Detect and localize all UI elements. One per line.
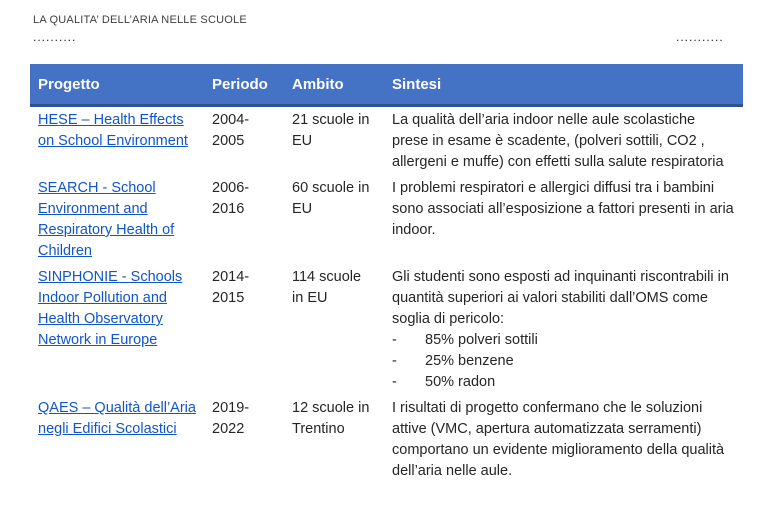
column-header-period: Periodo: [204, 64, 284, 107]
scope-cell: 60 scuole in EU: [292, 180, 370, 217]
project-link-search[interactable]: SEARCH - School Environment and Respirat…: [38, 180, 175, 259]
pollutant-list: -85% polveri sottili -25% benzene -50% r…: [392, 330, 735, 393]
period-cell: 2019-2022: [212, 400, 250, 437]
project-link-hese[interactable]: HESE – Health Effects on School Environm…: [38, 112, 188, 149]
column-header-project: Progetto: [30, 64, 204, 107]
period-cell: 2004-2005: [212, 112, 250, 149]
project-cell: HESE – Health Effects on School Environm…: [30, 106, 204, 176]
summary-text: Gli studenti sono esposti ad inquinanti …: [392, 269, 729, 327]
column-header-scope: Ambito: [284, 64, 384, 107]
scope-cell: 21 scuole in EU: [292, 112, 370, 149]
table-row: QAES – Qualità dell’Aria negli Edifici S…: [30, 395, 743, 484]
summary-cell: La qualità dell’aria indoor nelle aule s…: [392, 112, 724, 170]
dotted-line-left: ..........: [33, 30, 77, 44]
scope-cell: 12 scuole in Trentino: [292, 400, 370, 437]
table-row: HESE – Health Effects on School Environm…: [30, 106, 743, 176]
summary-cell: I problemi respiratori e allergici diffu…: [392, 180, 734, 238]
table-row: SEARCH - School Environment and Respirat…: [30, 175, 743, 264]
table-row: SINPHONIE - Schools Indoor Pollution and…: [30, 264, 743, 395]
scope-cell: 114 scuole in EU: [292, 269, 362, 306]
summary-cell: I risultati di progetto confermano che l…: [392, 400, 725, 479]
dotted-line-right: ...........: [676, 30, 724, 44]
period-cell: 2006-2016: [212, 180, 250, 217]
table-header-row: Progetto Periodo Ambito Sintesi: [30, 64, 743, 107]
project-cell: SEARCH - School Environment and Respirat…: [30, 175, 204, 264]
list-item: -25% benzene: [392, 353, 514, 369]
project-link-sinphonie[interactable]: SINPHONIE - Schools Indoor Pollution and…: [38, 269, 183, 348]
column-header-summary: Sintesi: [384, 64, 743, 107]
project-cell: QAES – Qualità dell’Aria negli Edifici S…: [30, 395, 204, 484]
period-cell: 2014-2015: [212, 269, 250, 306]
projects-table: Progetto Periodo Ambito Sintesi HESE – H…: [30, 64, 743, 484]
list-item: -50% radon: [392, 374, 496, 390]
project-link-qaes[interactable]: QAES – Qualità dell’Aria negli Edifici S…: [38, 400, 196, 437]
list-item-text: 25% benzene: [425, 353, 514, 369]
list-item-text: 85% polveri sottili: [425, 332, 538, 348]
summary-cell: Gli studenti sono esposti ad inquinanti …: [384, 264, 743, 395]
list-item-text: 50% radon: [425, 374, 496, 390]
page-title: LA QUALITA’ DELL’ARIA NELLE SCUOLE: [33, 14, 247, 26]
project-cell: SINPHONIE - Schools Indoor Pollution and…: [30, 264, 204, 395]
list-item: -85% polveri sottili: [392, 332, 538, 348]
